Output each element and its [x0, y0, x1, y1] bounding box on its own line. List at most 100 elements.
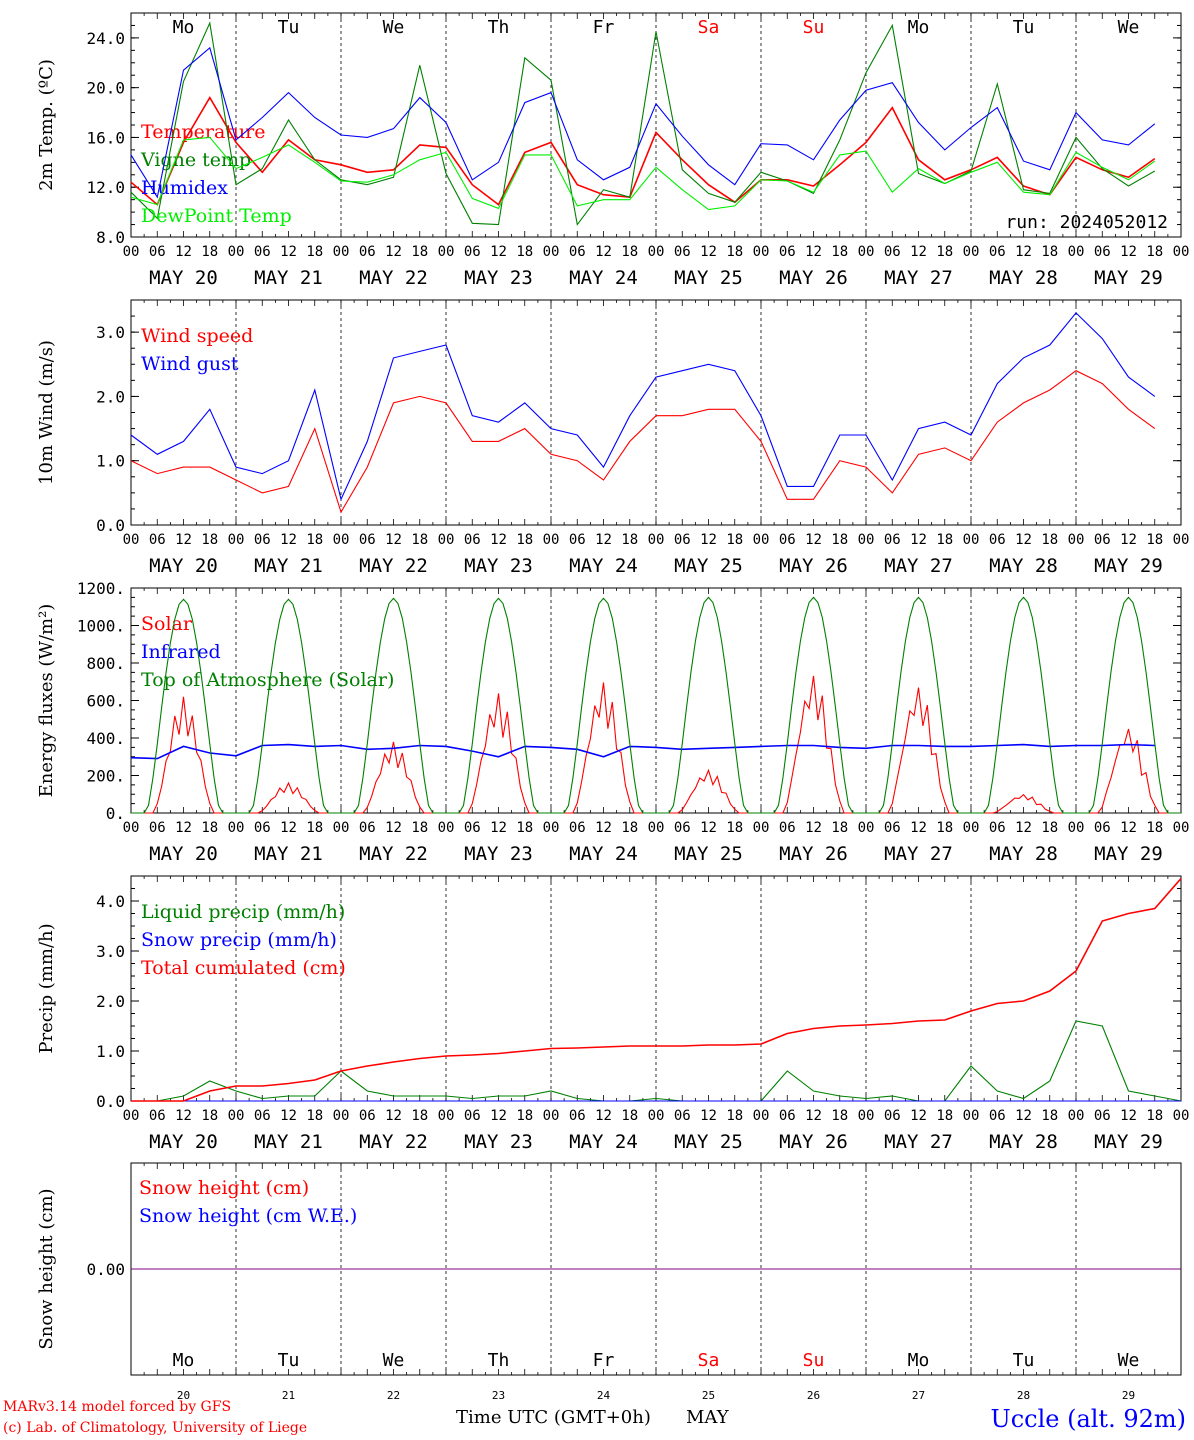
series-line-3 — [131, 877, 1182, 1102]
hour-tick-label: 12 — [805, 820, 822, 836]
hour-tick-label: 06 — [779, 532, 796, 548]
y-tick-label: 0.0 — [96, 516, 125, 535]
legend-entry: Snow height (cm) — [139, 1177, 309, 1199]
x-axis-month: MAY — [686, 1407, 730, 1428]
hour-tick-label: 12 — [175, 532, 192, 548]
hour-tick-label: 06 — [884, 820, 901, 836]
weekday-label: Tu — [1013, 17, 1035, 38]
hour-tick-label: 12 — [1120, 244, 1137, 260]
weekday-label: Fr — [593, 1350, 615, 1371]
hour-tick-label: 12 — [280, 1108, 297, 1124]
date-label: MAY 26 — [779, 555, 848, 577]
credit-line-1: MARv3.14 model forced by GFS — [3, 1399, 231, 1415]
hour-tick-label: 06 — [149, 244, 166, 260]
date-label: MAY 24 — [569, 267, 638, 289]
hour-tick-label: 06 — [149, 532, 166, 548]
hour-tick-label: 06 — [884, 1108, 901, 1124]
date-label: MAY 21 — [254, 843, 323, 865]
hour-tick-label: 12 — [700, 532, 717, 548]
y-tick-label: 1.0 — [96, 1042, 125, 1061]
date-label: MAY 22 — [359, 843, 428, 865]
hour-tick-label: 12 — [595, 1108, 612, 1124]
hour-tick-label: 18 — [936, 532, 953, 548]
y-tick-label: 8.0 — [96, 228, 125, 247]
panel-1: 8.0 12.0 16.0 20.0 24.0 2m Temp. (ºC) 00 06 12 18… — [36, 12, 1190, 289]
y-axis-label: Snow height (cm) — [36, 1188, 57, 1349]
hour-tick-label: 06 — [569, 1108, 586, 1124]
hour-tick-label: 18 — [1041, 1108, 1058, 1124]
hour-tick-label: 18 — [936, 1108, 953, 1124]
weekday-label: We — [383, 17, 405, 38]
legend-entry: Solar — [141, 613, 193, 635]
y-tick-label: 800. — [86, 654, 125, 673]
hour-tick-label: 00 — [1173, 1108, 1190, 1124]
hour-tick-label: 06 — [989, 820, 1006, 836]
hour-tick-label: 00 — [858, 532, 875, 548]
date-label: MAY 24 — [569, 1131, 638, 1153]
day-number-label: 27 — [912, 1389, 925, 1402]
hour-tick-label: 18 — [936, 244, 953, 260]
series-line-1 — [130, 96, 1156, 206]
hour-tick-label: 12 — [385, 532, 402, 548]
hour-tick-label: 00 — [438, 532, 455, 548]
hour-tick-label: 06 — [779, 820, 796, 836]
hour-tick-label: 18 — [411, 244, 428, 260]
hour-tick-label: 06 — [779, 1108, 796, 1124]
hour-tick-label: 18 — [411, 820, 428, 836]
y-tick-label: 24.0 — [86, 29, 125, 48]
plot-frame — [130, 299, 1182, 526]
hour-tick-label: 12 — [595, 244, 612, 260]
hour-tick-label: 12 — [280, 820, 297, 836]
day-number-label: 25 — [702, 1389, 715, 1402]
hour-tick-label: 12 — [700, 820, 717, 836]
weekday-label: Tu — [1013, 1350, 1035, 1371]
y-tick-label: 12.0 — [86, 178, 125, 197]
date-label: MAY 29 — [1094, 1131, 1163, 1153]
hour-tick-label: 06 — [884, 244, 901, 260]
series-line-2 — [130, 312, 1156, 501]
hour-tick-label: 18 — [1041, 244, 1058, 260]
hour-tick-label: 18 — [411, 532, 428, 548]
weekday-label: Sa — [698, 1350, 720, 1371]
hour-tick-label: 12 — [910, 820, 927, 836]
legend-entry: Top of Atmosphere (Solar) — [141, 669, 394, 691]
hour-tick-label: 18 — [621, 820, 638, 836]
hour-tick-label: 18 — [516, 820, 533, 836]
location-label: Uccle (alt. 92m) — [990, 1405, 1186, 1433]
hour-tick-label: 18 — [831, 1108, 848, 1124]
hour-tick-label: 00 — [1068, 532, 1085, 548]
day-number-label: 28 — [1017, 1389, 1030, 1402]
hour-tick-label: 12 — [910, 1108, 927, 1124]
legend-entry: Total cumulated (cm) — [141, 957, 346, 979]
hour-tick-label: 18 — [831, 244, 848, 260]
hour-tick-label: 06 — [359, 244, 376, 260]
hour-tick-label: 00 — [228, 244, 245, 260]
y-tick-label: 0. — [106, 804, 125, 823]
weekday-label: We — [1118, 1350, 1140, 1371]
hour-tick-label: 00 — [1068, 244, 1085, 260]
hour-tick-label: 00 — [543, 244, 560, 260]
hour-tick-label: 06 — [989, 1108, 1006, 1124]
date-label: MAY 21 — [254, 1131, 323, 1153]
series-line-2 — [130, 743, 1155, 760]
hour-tick-label: 06 — [779, 244, 796, 260]
date-label: MAY 20 — [149, 843, 218, 865]
hour-tick-label: 00 — [1173, 244, 1190, 260]
y-tick-label: 1200. — [77, 579, 125, 598]
hour-tick-label: 00 — [858, 820, 875, 836]
hour-tick-label: 18 — [411, 1108, 428, 1124]
series-line-4 — [130, 136, 1156, 211]
hour-tick-label: 12 — [1015, 820, 1032, 836]
hour-tick-label: 00 — [1068, 1108, 1085, 1124]
y-tick-label: 200. — [86, 767, 125, 786]
hour-tick-label: 00 — [228, 1108, 245, 1124]
date-label: MAY 29 — [1094, 843, 1163, 865]
hour-tick-label: 18 — [831, 820, 848, 836]
hour-tick-label: 06 — [464, 244, 481, 260]
y-tick-label: 2.0 — [96, 992, 125, 1011]
hour-tick-label: 00 — [333, 532, 350, 548]
hour-tick-label: 18 — [726, 1108, 743, 1124]
weekday-label: Th — [488, 17, 510, 38]
y-tick-label: 20.0 — [86, 79, 125, 98]
